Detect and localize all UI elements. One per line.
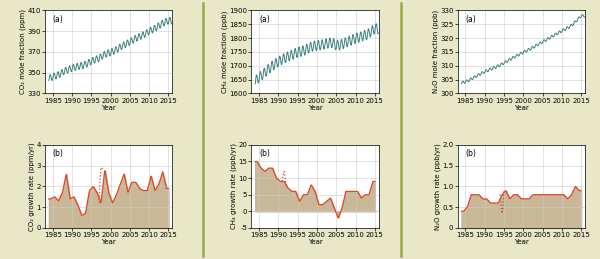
X-axis label: Year: Year: [101, 240, 116, 246]
Text: (b): (b): [53, 149, 64, 158]
X-axis label: Year: Year: [308, 105, 322, 111]
Y-axis label: CH₄ mole fraction (ppb): CH₄ mole fraction (ppb): [221, 11, 228, 93]
Text: (a): (a): [465, 15, 476, 24]
Y-axis label: N₂O growth rate (ppb/yr): N₂O growth rate (ppb/yr): [434, 143, 441, 230]
Y-axis label: CH₄ growth rate (ppb/yr): CH₄ growth rate (ppb/yr): [230, 143, 237, 229]
X-axis label: Year: Year: [514, 105, 529, 111]
Y-axis label: CO₂ growth rate (ppm/yr): CO₂ growth rate (ppm/yr): [28, 142, 35, 231]
X-axis label: Year: Year: [308, 240, 322, 246]
Text: (a): (a): [53, 15, 64, 24]
X-axis label: Year: Year: [101, 105, 116, 111]
Y-axis label: N₂O mole fraction (ppb): N₂O mole fraction (ppb): [432, 10, 439, 93]
Y-axis label: CO₂ mole fraction (ppm): CO₂ mole fraction (ppm): [19, 9, 26, 94]
Text: (a): (a): [259, 15, 270, 24]
Text: (b): (b): [465, 149, 476, 158]
X-axis label: Year: Year: [514, 240, 529, 246]
Text: (b): (b): [259, 149, 270, 158]
